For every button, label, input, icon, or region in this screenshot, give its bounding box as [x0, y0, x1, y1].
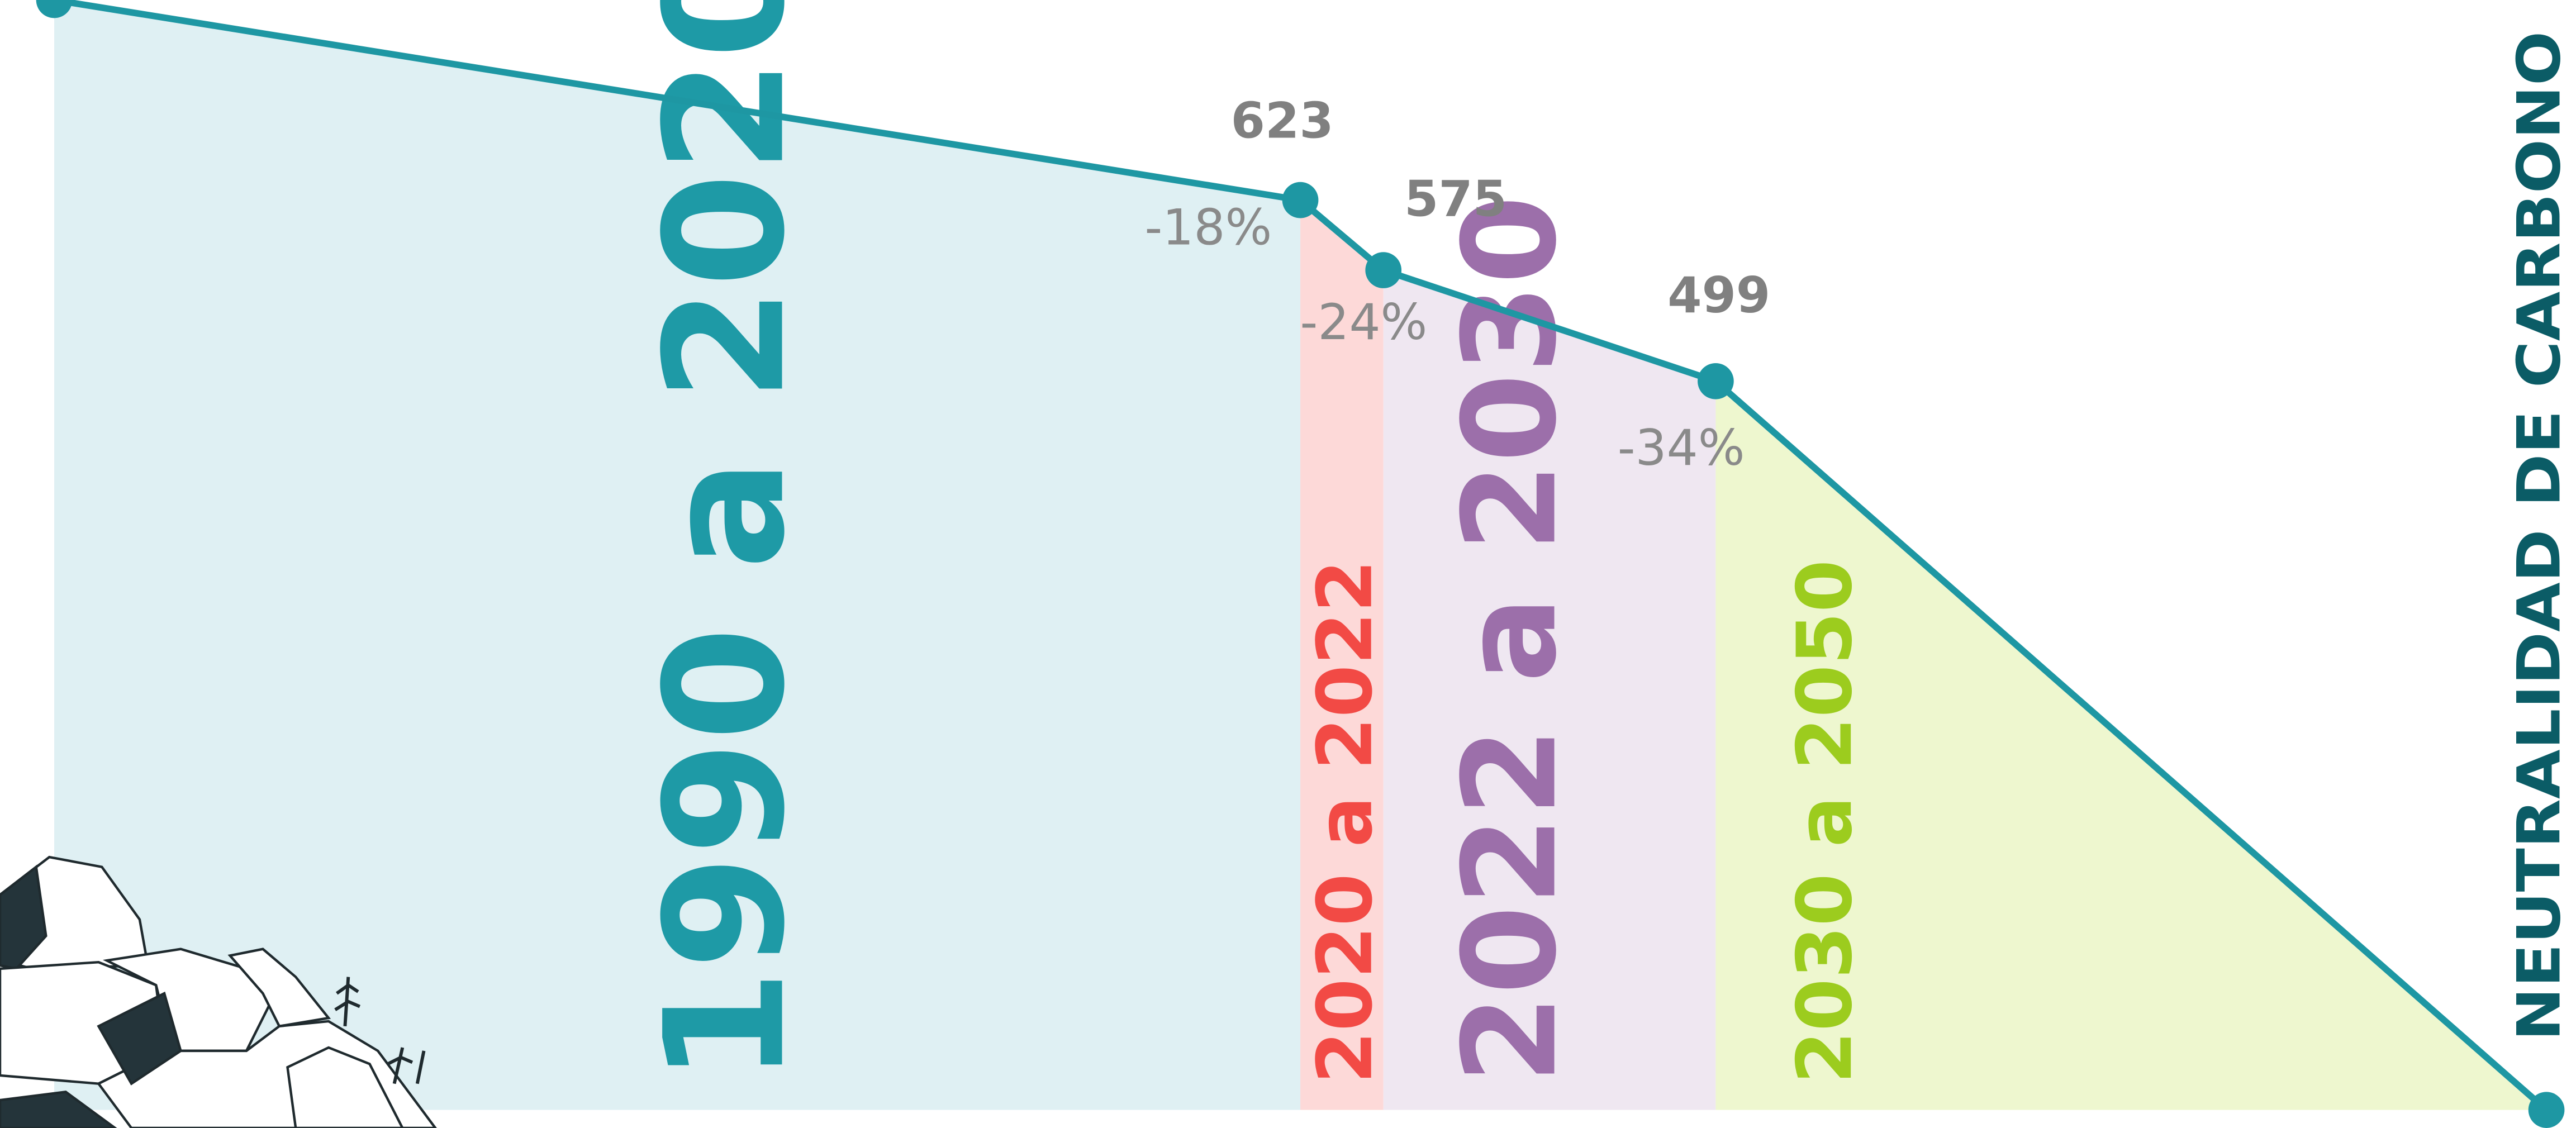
rocks-illustration	[0, 855, 437, 1128]
point	[2528, 1092, 2565, 1128]
point	[1365, 252, 1402, 288]
value-label: 499	[1667, 266, 1770, 324]
period-label: 2030 a 2050	[1780, 560, 1869, 1084]
value-label: 623	[1231, 92, 1334, 149]
point	[1282, 182, 1319, 218]
change-label: -24%	[1300, 293, 1428, 351]
change-label: -34%	[1618, 419, 1745, 477]
value-label: 575	[1404, 170, 1507, 228]
point	[1698, 363, 1734, 399]
annotation: NEUTRALIDAD DE CARBONO	[2505, 31, 2574, 1041]
point	[36, 0, 73, 18]
period-label: 2020 a 2022	[1301, 560, 1389, 1084]
period-area	[1383, 270, 1716, 1110]
period-label: 1990 a 2020	[630, 0, 821, 1084]
period-area	[1300, 200, 1384, 1110]
period-label: 2022 a 2030	[1436, 195, 1585, 1083]
change-label: -18%	[1144, 198, 1272, 256]
period-area	[54, 0, 1301, 1110]
